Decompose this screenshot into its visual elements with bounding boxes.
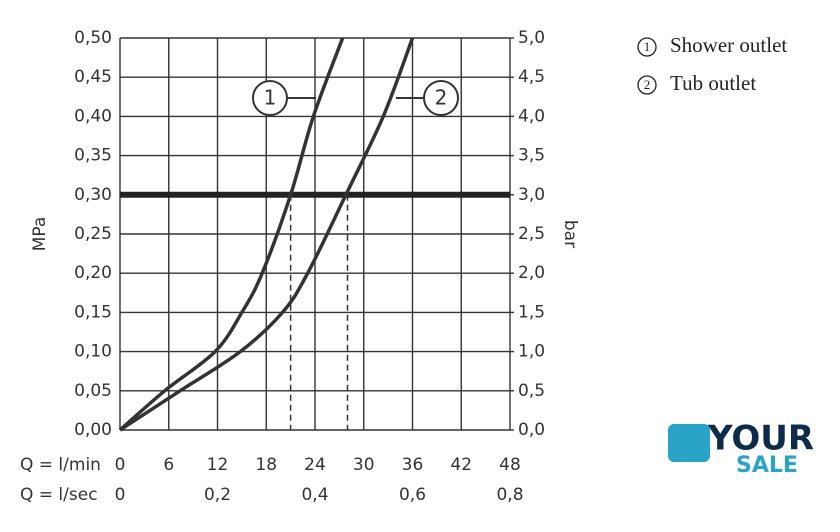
x-tick-label: 12 xyxy=(207,455,229,475)
watermark: YOUR SALE xyxy=(668,419,814,478)
y2-tick-label: 2,5 xyxy=(518,224,545,244)
x-tick-label: 18 xyxy=(255,455,277,475)
x-tick-label: 24 xyxy=(304,455,326,475)
legend-marker-label: 2 xyxy=(644,77,651,92)
y2-tick-label: 0,0 xyxy=(518,420,545,440)
y2-tick-label: 4,0 xyxy=(518,106,545,126)
y-tick-label: 0,05 xyxy=(74,381,112,401)
y-tick-label: 0,40 xyxy=(74,106,112,126)
y-tick-label: 0,15 xyxy=(74,302,112,322)
x2-tick-label: 0,2 xyxy=(204,485,231,505)
x2-tick-label: 0,4 xyxy=(301,485,328,505)
y2-tick-label: 3,5 xyxy=(518,146,545,166)
y-tick-label: 0,20 xyxy=(74,263,112,283)
y2-axis-label: bar xyxy=(560,220,580,248)
x-tick-label: 30 xyxy=(353,455,375,475)
legend-marker-label: 1 xyxy=(644,39,651,54)
callout-label: 2 xyxy=(435,86,448,110)
y-tick-label: 0,50 xyxy=(74,28,112,48)
y2-tick-label: 0,5 xyxy=(518,381,545,401)
callout-circle xyxy=(423,80,459,116)
series-line xyxy=(118,37,345,432)
x-tick-label: 48 xyxy=(499,455,521,475)
x-axis-label: Q = l/min xyxy=(20,455,101,475)
watermark-text: YOUR xyxy=(707,419,814,459)
y-tick-label: 0,25 xyxy=(74,224,112,244)
callout-label: 1 xyxy=(264,86,277,110)
x-tick-label: 42 xyxy=(450,455,472,475)
x2-tick-label: 0,6 xyxy=(399,485,426,505)
x2-tick-label: 0,8 xyxy=(496,485,523,505)
y2-tick-label: 5,0 xyxy=(518,28,545,48)
x-tick-label: 6 xyxy=(163,455,174,475)
legend-item: 2 Tub outlet xyxy=(637,71,756,95)
y-axis-label: MPa xyxy=(30,217,50,252)
x2-axis-label: Q = l/sec xyxy=(20,485,98,505)
x2-tick-label: 0 xyxy=(115,485,126,505)
y2-tick-label: 2,0 xyxy=(518,263,545,283)
watermark-text: SALE xyxy=(736,453,798,478)
x-tick-label: 0 xyxy=(115,455,126,475)
legend-label: Tub outlet xyxy=(670,71,756,95)
legend-item: 1 Shower outlet xyxy=(637,33,787,57)
y2-tick-label: 1,0 xyxy=(518,342,545,362)
y-tick-label: 0,45 xyxy=(74,67,112,87)
y2-tick-label: 1,5 xyxy=(518,302,545,322)
y-tick-label: 0,35 xyxy=(74,146,112,166)
watermark-icon xyxy=(668,424,710,462)
y-tick-label: 0,00 xyxy=(74,420,112,440)
y2-tick-label: 4,5 xyxy=(518,67,545,87)
legend-marker xyxy=(637,75,657,95)
x-tick-label: 36 xyxy=(402,455,424,475)
y-tick-label: 0,30 xyxy=(74,185,112,205)
series-line xyxy=(119,37,415,432)
y-tick-label: 0,10 xyxy=(74,342,112,362)
legend-label: Shower outlet xyxy=(670,33,787,57)
callout-circle xyxy=(252,80,288,116)
legend-marker xyxy=(637,37,657,57)
y2-tick-label: 3,0 xyxy=(518,185,545,205)
